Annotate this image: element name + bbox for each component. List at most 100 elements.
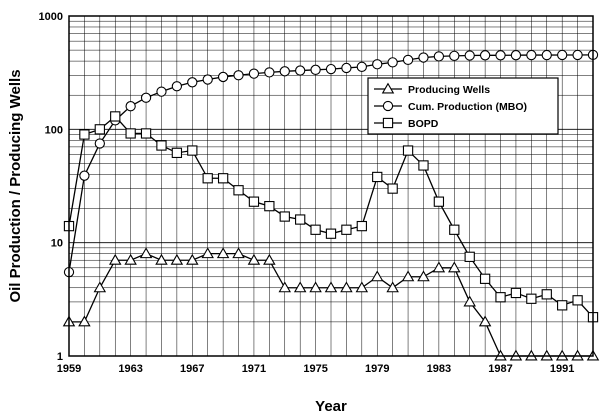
square-point — [171, 147, 183, 159]
circle-point — [233, 70, 244, 81]
legend-square-icon — [382, 117, 394, 129]
triangle-point — [247, 253, 261, 265]
x-tick-label: 1979 — [365, 363, 389, 375]
square-point — [295, 214, 306, 225]
square-point — [464, 251, 475, 262]
square-series — [63, 111, 599, 323]
triangle-point — [417, 270, 430, 282]
square-point — [264, 200, 275, 212]
square-point — [418, 160, 429, 171]
square-point — [495, 292, 506, 303]
circle-point — [171, 81, 183, 92]
circle-point — [387, 57, 398, 68]
x-axis-ticks: 1959 1963 1967 1971 1975 1979 1983 1987 1991 — [57, 363, 575, 375]
square-point — [479, 273, 491, 284]
square-point — [156, 140, 167, 151]
x-tick-label: 1987 — [488, 363, 512, 375]
square-point — [110, 111, 121, 122]
triangle-point — [478, 315, 492, 327]
circle-point — [140, 92, 152, 103]
triangle-point — [278, 281, 292, 293]
square-point — [279, 211, 290, 222]
circle-point — [295, 65, 306, 76]
triangle-point — [401, 270, 415, 282]
y-tick-label: 10 — [51, 238, 63, 250]
square-point — [325, 228, 337, 239]
square-point — [402, 145, 414, 156]
square-point — [356, 220, 367, 232]
circle-point — [156, 86, 167, 97]
triangle-point — [324, 281, 338, 293]
x-tick-label: 1971 — [242, 363, 266, 375]
circle-point — [418, 52, 429, 63]
square-point — [94, 124, 105, 135]
circle-point — [310, 64, 321, 75]
x-tick-label: 1967 — [180, 363, 204, 375]
triangle-point — [93, 281, 107, 293]
legend-item: BOPD — [374, 117, 439, 130]
triangle-point — [139, 247, 153, 259]
triangle-point — [309, 281, 322, 293]
y-tick-label: 1000 — [39, 11, 63, 23]
square-point — [202, 173, 213, 184]
y-tick-label: 1 — [57, 351, 63, 363]
circle-point — [264, 67, 275, 78]
square-point — [79, 129, 90, 140]
square-point — [217, 173, 229, 184]
circle-point — [541, 49, 552, 61]
square-point — [557, 300, 568, 311]
triangle-point — [170, 253, 184, 265]
circle-point — [325, 63, 337, 75]
x-axis-title: Year — [315, 398, 347, 415]
triangle-point — [463, 295, 476, 307]
triangle-point — [124, 253, 137, 265]
circle-point — [202, 74, 213, 85]
circle-point — [79, 170, 90, 181]
triangle-point — [293, 281, 307, 293]
triangle-point — [448, 261, 461, 273]
legend-label: Producing Wells — [408, 84, 490, 96]
circle-point — [479, 50, 491, 61]
triangle-point — [232, 247, 245, 259]
triangle-point — [155, 253, 168, 265]
x-tick-label: 1963 — [118, 363, 142, 375]
x-tick-label: 1959 — [57, 363, 81, 375]
square-point — [449, 224, 460, 235]
triangle-point — [216, 247, 230, 259]
circle-point — [356, 61, 367, 72]
y-axis-title: Oil Production / Producing Wells — [7, 69, 24, 302]
circle-point — [187, 77, 198, 88]
square-point — [310, 224, 321, 235]
square-point — [372, 171, 383, 183]
legend-circle-icon — [382, 100, 394, 112]
circle-point — [341, 62, 352, 74]
x-tick-label: 1991 — [550, 363, 574, 375]
square-point — [541, 289, 552, 300]
circle-point — [279, 66, 290, 77]
circle-point — [572, 49, 583, 61]
circle-point — [464, 50, 475, 61]
x-tick-label: 1975 — [303, 363, 327, 375]
square-point — [233, 185, 244, 196]
square-point — [125, 128, 136, 139]
circle-point — [495, 50, 506, 61]
square-point — [526, 293, 537, 304]
circle-point — [125, 101, 136, 112]
legend-item: Cum. Production (MBO) — [374, 100, 527, 113]
y-tick-label: 100 — [45, 124, 63, 136]
square-point — [187, 145, 198, 156]
circle-point — [402, 54, 414, 66]
square-point — [248, 196, 260, 207]
square-point — [140, 128, 152, 139]
square-point — [510, 287, 522, 299]
triangle-point — [263, 253, 276, 265]
circle-point — [433, 51, 445, 62]
triangle-point — [186, 253, 199, 265]
triangle-point — [370, 270, 384, 282]
circle-point — [217, 71, 229, 83]
legend-label: BOPD — [408, 118, 439, 130]
square-point — [433, 196, 445, 207]
circle-point — [526, 49, 537, 61]
triangle-point — [432, 261, 446, 273]
